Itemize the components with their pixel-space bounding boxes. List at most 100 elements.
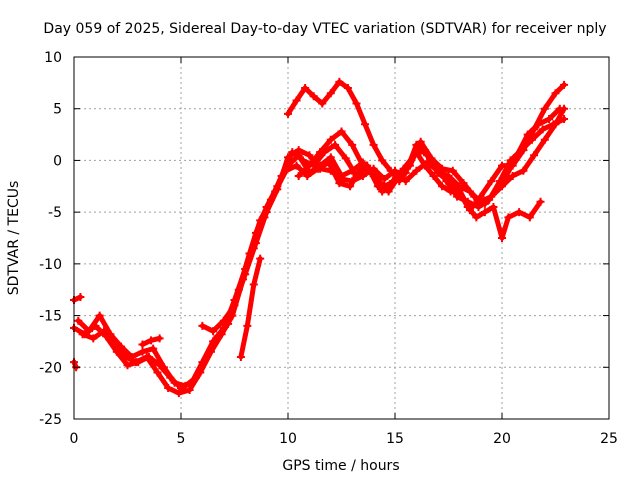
data-point xyxy=(433,166,442,175)
data-point xyxy=(84,327,93,336)
data-point xyxy=(506,156,515,165)
data-point xyxy=(472,213,481,222)
data-point xyxy=(438,182,447,191)
data-point xyxy=(241,270,250,279)
series-line xyxy=(238,256,263,360)
data-point xyxy=(318,99,327,108)
data-point xyxy=(463,202,472,211)
data-point xyxy=(361,120,370,129)
data-point xyxy=(489,202,498,211)
data-point xyxy=(273,185,282,194)
series-arc-7 xyxy=(236,254,265,361)
data-point xyxy=(170,378,179,387)
data-point xyxy=(420,146,429,155)
data-point xyxy=(530,151,539,160)
data-point xyxy=(455,187,464,196)
data-point xyxy=(95,311,104,320)
data-point xyxy=(498,161,506,170)
data-point xyxy=(132,358,141,367)
data-point xyxy=(487,177,496,186)
data-point xyxy=(416,137,425,146)
data-point xyxy=(326,89,335,98)
plot-frame xyxy=(73,56,610,420)
data-point xyxy=(487,192,496,201)
x-tick-label: 15 xyxy=(386,431,404,447)
data-point xyxy=(236,352,245,361)
y-tick-label: -15 xyxy=(39,309,62,325)
data-point xyxy=(517,146,526,155)
data-point xyxy=(495,177,504,186)
data-point xyxy=(412,166,421,175)
data-point xyxy=(474,202,483,211)
data-point xyxy=(369,140,378,149)
data-point xyxy=(465,187,474,196)
data-point xyxy=(448,166,457,175)
data-point xyxy=(534,120,543,129)
data-point xyxy=(560,115,569,124)
data-point xyxy=(498,182,506,191)
data-point xyxy=(138,340,147,349)
data-point xyxy=(316,164,325,173)
data-point xyxy=(337,175,346,184)
data-point xyxy=(446,187,455,196)
data-point xyxy=(243,321,252,330)
data-point xyxy=(110,337,119,346)
data-point xyxy=(74,316,83,325)
data-point xyxy=(185,386,194,395)
series-arc-8 xyxy=(70,292,85,305)
data-point xyxy=(358,161,367,170)
data-point xyxy=(551,89,560,98)
data-point xyxy=(196,368,205,377)
data-point xyxy=(515,208,524,217)
data-point xyxy=(538,125,547,134)
data-point xyxy=(155,334,164,343)
data-point xyxy=(219,316,228,325)
data-point xyxy=(326,135,335,144)
y-tick-label: -5 xyxy=(48,205,62,221)
data-point xyxy=(298,156,307,165)
data-point xyxy=(324,158,333,167)
data-point xyxy=(262,208,271,217)
data-point xyxy=(89,334,98,343)
data-point xyxy=(309,92,318,101)
data-point xyxy=(99,327,108,336)
data-point xyxy=(380,175,389,184)
data-point xyxy=(519,166,528,175)
series-arc-6 xyxy=(294,127,399,194)
series-arc-10 xyxy=(138,334,164,349)
data-point xyxy=(284,109,292,118)
data-point xyxy=(527,135,536,144)
series-group xyxy=(70,77,569,398)
data-point xyxy=(292,161,301,170)
ticks xyxy=(73,56,610,420)
series-line xyxy=(296,129,398,192)
data-point xyxy=(230,301,239,310)
data-point xyxy=(504,213,513,222)
chart-title: Day 059 of 2025, Sidereal Day-to-day VTE… xyxy=(43,21,606,37)
data-point xyxy=(540,104,549,113)
data-point xyxy=(138,347,147,356)
data-point xyxy=(149,344,158,353)
data-point xyxy=(386,166,395,175)
data-point xyxy=(316,148,325,157)
data-point xyxy=(294,146,303,155)
data-point xyxy=(536,197,545,206)
data-point xyxy=(153,368,162,377)
x-tick-label: 5 xyxy=(177,431,186,447)
data-point xyxy=(303,171,312,180)
data-point xyxy=(420,161,429,170)
data-point xyxy=(292,96,301,105)
data-point xyxy=(378,156,387,165)
data-point xyxy=(331,140,340,149)
data-point xyxy=(326,166,335,175)
data-point xyxy=(480,208,489,217)
data-point xyxy=(123,361,132,370)
series-arc-9 xyxy=(70,358,81,372)
data-point xyxy=(560,104,569,113)
data-point xyxy=(209,327,218,336)
data-point xyxy=(523,130,532,139)
data-point xyxy=(78,330,87,339)
data-point xyxy=(181,381,190,390)
data-point xyxy=(249,280,258,289)
